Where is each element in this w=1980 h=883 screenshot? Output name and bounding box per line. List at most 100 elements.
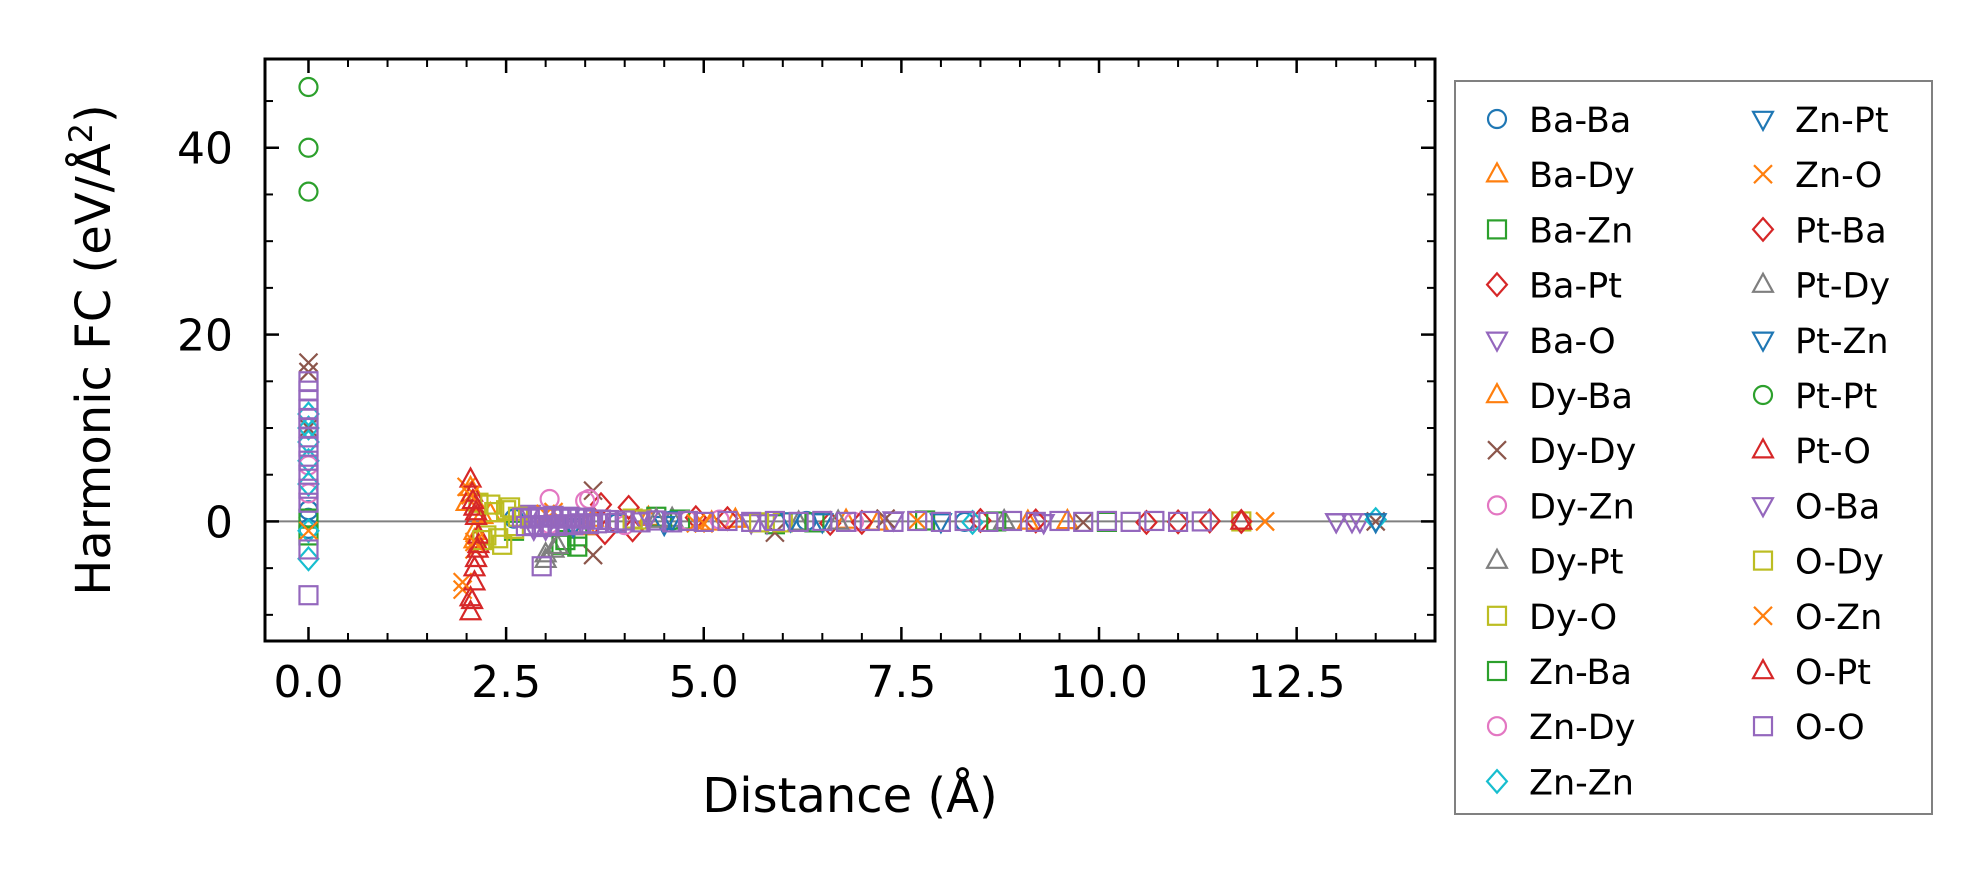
point-Pt-Ba	[617, 494, 641, 521]
point-Pt-Dy	[644, 506, 669, 528]
legend-label: Dy-O	[1529, 598, 1617, 638]
legend-item: Ba-Dy	[1485, 156, 1635, 196]
legend-item: Pt-Pt	[1752, 377, 1877, 417]
y-axis-title-end: )	[66, 104, 122, 123]
point-O-O	[298, 436, 319, 457]
point-O-O	[298, 464, 319, 485]
point-O-Pt	[465, 536, 490, 558]
x-tick-label: 12.5	[1248, 657, 1346, 708]
point-O-O	[835, 511, 857, 532]
x-tick-label: 2.5	[471, 657, 541, 708]
legend-marker	[1486, 108, 1508, 130]
legend-marker	[1751, 331, 1775, 353]
legend-item: Zn-Zn	[1485, 763, 1634, 803]
legend-marker	[1751, 437, 1775, 459]
point-O-O	[693, 511, 714, 532]
point-Zn-Ba	[567, 536, 588, 557]
point-O-O	[954, 510, 975, 532]
point-Pt-Ba	[1024, 508, 1048, 534]
point-O-O	[788, 511, 809, 532]
y-axis-title: Harmonic FC (eV/Å2)	[62, 104, 122, 596]
legend-label: Zn-O	[1795, 156, 1882, 196]
point-O-O	[741, 511, 762, 532]
x-tick-label: 0.0	[273, 657, 343, 708]
point-O-O	[298, 478, 319, 499]
x-tick-label: 5.0	[669, 657, 739, 708]
series-O-Pt	[458, 487, 490, 607]
point-Dy-O	[484, 501, 505, 523]
legend-marker	[1752, 550, 1774, 571]
legend-marker	[1753, 164, 1773, 184]
point-Pt-O	[464, 503, 488, 526]
legend-label: Zn-Ba	[1529, 653, 1632, 693]
point-Zn-Zn	[297, 415, 320, 441]
series-Dy-Dy	[298, 352, 1386, 565]
legend-frame	[1454, 80, 1933, 815]
legend-marker	[1752, 384, 1774, 406]
point-Zn-Zn	[297, 545, 320, 572]
legend-marker	[1485, 331, 1509, 353]
series-O-O	[298, 371, 1212, 606]
plot-area: 0.0 2.5 5.0 7.5 10.0 12.5 0 20 40	[177, 57, 1437, 708]
point-Ba-O	[518, 504, 542, 527]
point-O-O	[662, 512, 683, 533]
legend-marker	[1485, 381, 1509, 404]
legend-label: O-Dy	[1795, 543, 1884, 583]
point-O-O	[1049, 510, 1070, 532]
point-Pt-Ba	[1166, 508, 1190, 535]
point-O-O	[1073, 511, 1094, 532]
legend-item: Dy-O	[1486, 598, 1617, 638]
point-O-O	[930, 511, 952, 532]
legend-label: Pt-Pt	[1795, 377, 1877, 417]
point-O-O	[978, 511, 999, 532]
point-Zn-Pt	[1363, 513, 1388, 535]
legend-marker	[1486, 219, 1508, 240]
x-tick-label: 10.0	[1050, 657, 1148, 708]
point-Pt-O	[462, 569, 487, 591]
legend-label: Pt-Dy	[1795, 267, 1890, 307]
point-O-O	[1120, 511, 1141, 532]
legend-marker	[1485, 547, 1509, 569]
legend-label: Zn-Dy	[1529, 708, 1635, 748]
legend-item: O-Pt	[1751, 653, 1871, 693]
point-O-O	[1025, 511, 1046, 532]
y-axis-title-superscript: 2	[62, 123, 100, 143]
point-Pt-Ba	[1229, 508, 1253, 535]
legend-item: Zn-O	[1753, 156, 1882, 196]
point-Dy-Zn	[539, 488, 560, 510]
point-Zn-Zn	[297, 517, 320, 544]
legend-item: Dy-Dy	[1487, 432, 1636, 472]
y-tick-label: 20	[177, 311, 233, 362]
legend-item: Dy-Pt	[1485, 543, 1624, 583]
legend-label: Dy-Ba	[1529, 377, 1633, 417]
point-O-O	[812, 510, 833, 532]
legend-item: Ba-Zn	[1486, 211, 1633, 251]
point-O-O	[646, 510, 667, 531]
point-O-O	[859, 510, 880, 532]
point-Zn-Pt	[929, 513, 953, 535]
point-O-Pt	[464, 498, 488, 521]
point-Pt-Pt	[298, 181, 319, 202]
legend-marker	[1486, 495, 1508, 516]
legend-label: Ba-Pt	[1529, 267, 1622, 307]
point-O-O	[1001, 510, 1023, 532]
legend-label: Zn-Pt	[1795, 101, 1889, 141]
series-Zn-O	[298, 477, 1275, 600]
legend-label: Ba-Zn	[1529, 211, 1633, 251]
legend-label: Dy-Dy	[1529, 432, 1636, 472]
legend-marker	[1751, 216, 1775, 243]
legend-marker	[1753, 606, 1773, 626]
point-O-O	[1144, 510, 1165, 532]
point-Zn-Ba	[298, 508, 319, 529]
point-O-O	[630, 512, 651, 533]
legend-marker	[1751, 657, 1775, 680]
legend-marker	[1485, 161, 1509, 183]
point-Ba-Pt	[1198, 508, 1222, 534]
point-O-O	[1191, 511, 1212, 532]
point-O-O	[1096, 510, 1118, 532]
legend-marker	[1486, 660, 1508, 682]
point-O-Pt	[462, 555, 487, 577]
point-O-O	[764, 510, 785, 532]
axis-ticks: 0.0 2.5 5.0 7.5 10.0 12.5 0 20 40	[177, 59, 1435, 708]
point-Zn-O	[907, 510, 927, 531]
